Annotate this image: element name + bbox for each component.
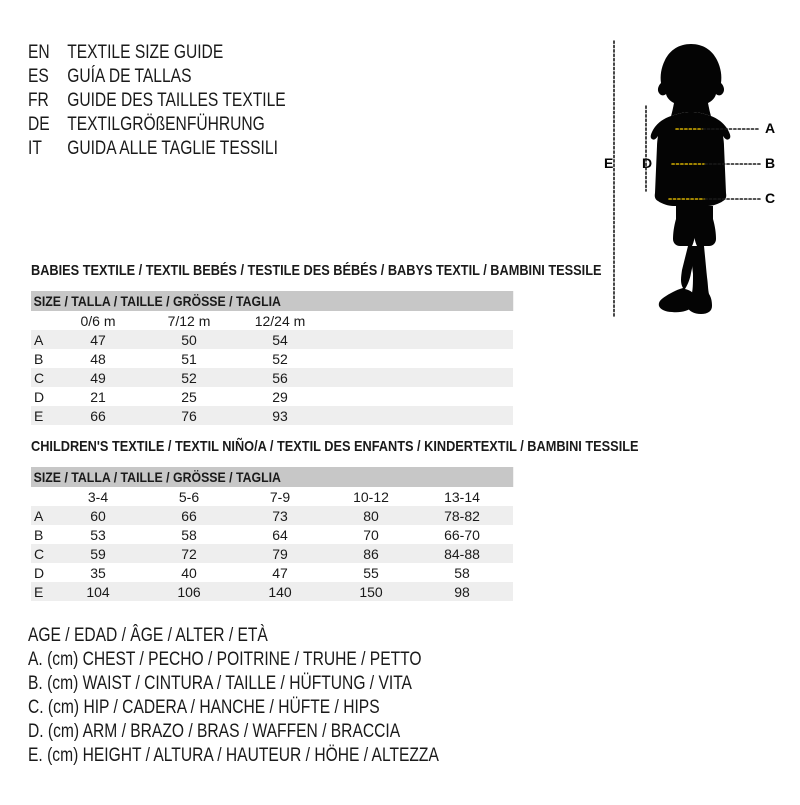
svg-text:A: A — [765, 120, 775, 136]
svg-text:C: C — [765, 190, 775, 206]
svg-text:B: B — [765, 155, 775, 171]
svg-text:D: D — [642, 155, 652, 171]
svg-text:E: E — [604, 155, 613, 171]
